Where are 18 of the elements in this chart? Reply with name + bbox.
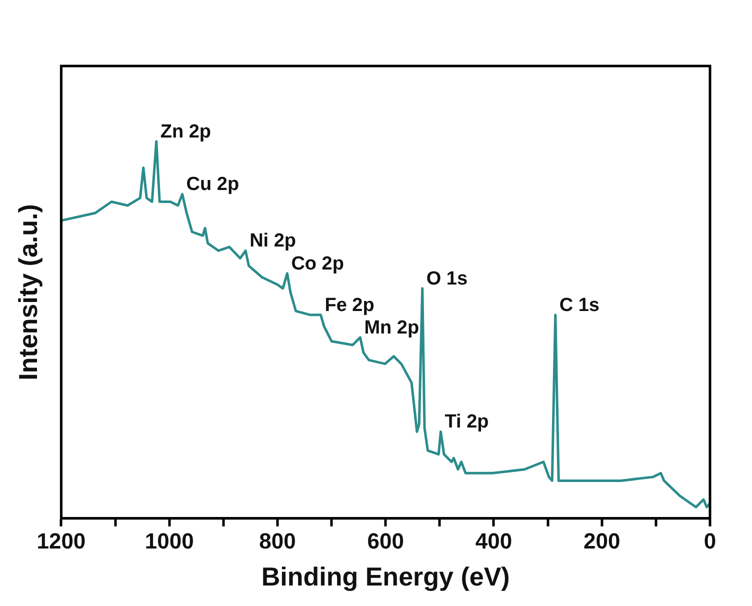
x-tick-label: 400 <box>475 528 512 554</box>
x-tick-label: 0 <box>704 528 716 554</box>
x-tick-label: 600 <box>367 528 404 554</box>
annotation: C 1s <box>559 294 600 316</box>
annotation: Cu 2p <box>186 174 240 196</box>
x-tick-label: 1200 <box>36 528 86 554</box>
annotation: Co 2p <box>291 253 344 274</box>
annotation: Zn 2p <box>160 121 212 142</box>
annotation: Ti 2p <box>444 412 489 433</box>
y-axis-title: Intensity (a.u.) <box>12 204 43 380</box>
annotation: O 1s <box>426 268 468 290</box>
annotation: Fe 2p <box>324 294 374 316</box>
x-axis-title: Binding Energy (eV) <box>261 562 510 592</box>
x-tick-label: 800 <box>259 528 296 554</box>
x-tick-label: 1000 <box>144 528 194 554</box>
annotation: Mn 2p <box>364 317 420 338</box>
x-tick-label: 200 <box>584 528 620 554</box>
annotation: Ni 2p <box>250 230 296 252</box>
